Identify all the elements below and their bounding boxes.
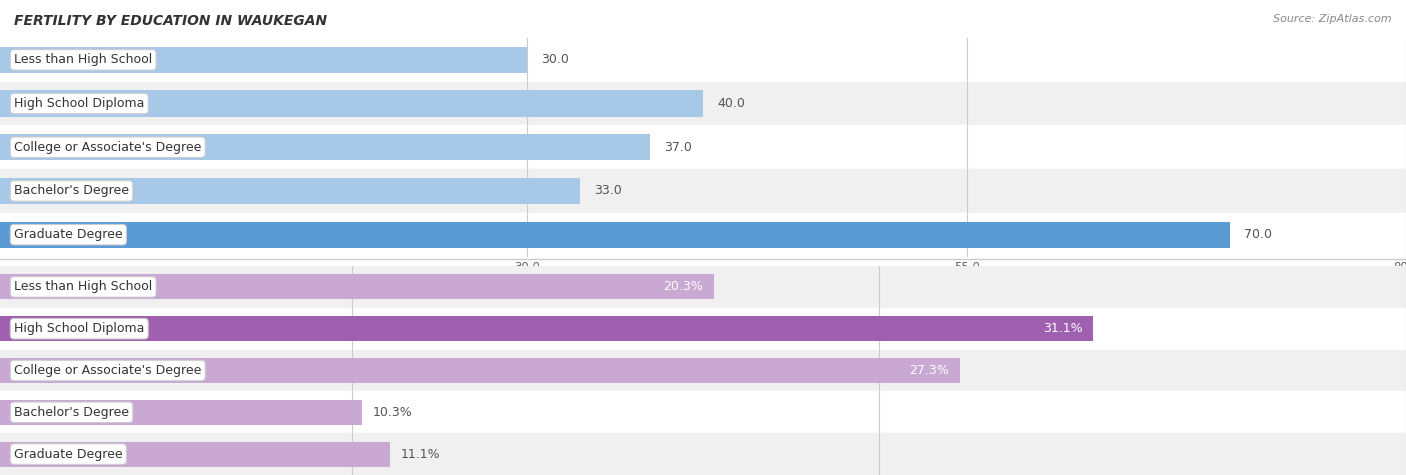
Text: Bachelor's Degree: Bachelor's Degree bbox=[14, 184, 129, 198]
Text: Graduate Degree: Graduate Degree bbox=[14, 447, 122, 461]
Bar bbox=[0, 308, 1406, 350]
Text: Graduate Degree: Graduate Degree bbox=[14, 228, 122, 241]
Text: 33.0: 33.0 bbox=[593, 184, 621, 198]
Text: College or Associate's Degree: College or Associate's Degree bbox=[14, 141, 201, 154]
Text: 11.1%: 11.1% bbox=[401, 447, 440, 461]
Text: 37.0: 37.0 bbox=[664, 141, 692, 154]
Text: Less than High School: Less than High School bbox=[14, 53, 152, 67]
Text: 70.0: 70.0 bbox=[1244, 228, 1272, 241]
Text: Source: ZipAtlas.com: Source: ZipAtlas.com bbox=[1274, 14, 1392, 24]
Text: 10.3%: 10.3% bbox=[373, 406, 412, 419]
Bar bbox=[0, 221, 1230, 248]
Bar bbox=[0, 90, 703, 117]
Text: 31.1%: 31.1% bbox=[1043, 322, 1083, 335]
Bar bbox=[0, 316, 1094, 341]
Text: FERTILITY BY EDUCATION IN WAUKEGAN: FERTILITY BY EDUCATION IN WAUKEGAN bbox=[14, 14, 328, 28]
Text: Less than High School: Less than High School bbox=[14, 280, 152, 294]
Text: 40.0: 40.0 bbox=[717, 97, 745, 110]
Bar bbox=[0, 266, 1406, 308]
Bar bbox=[0, 169, 1406, 213]
Bar bbox=[0, 358, 960, 383]
Text: 30.0: 30.0 bbox=[541, 53, 569, 67]
Bar bbox=[0, 391, 1406, 433]
Bar bbox=[0, 178, 581, 204]
Bar bbox=[0, 400, 363, 425]
Text: 27.3%: 27.3% bbox=[910, 364, 949, 377]
Text: 20.3%: 20.3% bbox=[664, 280, 703, 294]
Bar bbox=[0, 125, 1406, 169]
Bar bbox=[0, 433, 1406, 475]
Text: High School Diploma: High School Diploma bbox=[14, 97, 145, 110]
Bar bbox=[0, 442, 389, 466]
Bar bbox=[0, 82, 1406, 125]
Bar bbox=[0, 350, 1406, 391]
Text: College or Associate's Degree: College or Associate's Degree bbox=[14, 364, 201, 377]
Bar bbox=[0, 275, 713, 299]
Text: Bachelor's Degree: Bachelor's Degree bbox=[14, 406, 129, 419]
Bar bbox=[0, 38, 1406, 82]
Bar bbox=[0, 213, 1406, 256]
Bar bbox=[0, 47, 527, 73]
Bar bbox=[0, 134, 650, 161]
Text: High School Diploma: High School Diploma bbox=[14, 322, 145, 335]
